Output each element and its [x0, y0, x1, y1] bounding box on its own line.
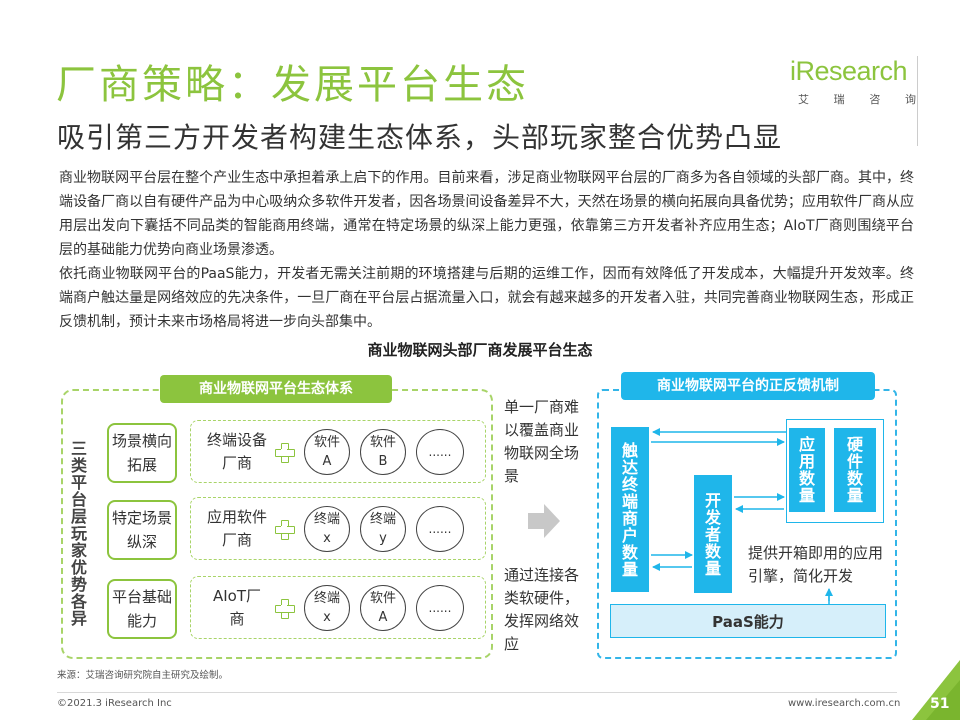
- vendor-row: [190, 420, 486, 483]
- app-hardware-group: [786, 419, 884, 523]
- logo-wordmark: iResearch: [790, 56, 908, 86]
- vendor-label: AIoT厂商: [212, 587, 262, 628]
- page-subtitle: 吸引第三方开发者构建生态体系，头部玩家整合优势凸显: [57, 121, 783, 154]
- logo-char: 瑞: [833, 93, 845, 106]
- hardware-count-bar: 硬件数量: [834, 428, 876, 512]
- developer-count-bar: 开发者数量: [694, 475, 732, 593]
- vendor-label: 应用软件厂商: [206, 508, 267, 549]
- component-circle-more: ......: [416, 429, 464, 475]
- merchant-reach-bar: 触达终端商户数量: [611, 427, 649, 592]
- category-box: 场景横向拓展: [107, 423, 177, 483]
- component-circle: 终端 y: [360, 506, 406, 552]
- vendor-row: [190, 497, 486, 560]
- engine-note: 提供开箱即用的应用引擎，简化开发: [748, 544, 884, 585]
- component-circle-more: ......: [416, 506, 464, 552]
- paas-capability-box: PaaS能力: [610, 604, 886, 638]
- component-circle: 软件 A: [360, 585, 406, 631]
- feedback-panel-badge: 商业物联网平台的正反馈机制: [621, 372, 875, 400]
- single-vendor-note: 单一厂商难以覆盖商业物联网全场景: [504, 398, 580, 485]
- component-circle: 终端 x: [304, 506, 350, 552]
- category-box: 平台基础能力: [107, 579, 177, 639]
- page-title: 厂商策略：发展平台生态: [56, 62, 529, 108]
- logo-chinese: 艾 瑞 咨 询: [798, 91, 916, 107]
- component-circle-more: ......: [416, 585, 464, 631]
- arrow-right-icon: [528, 504, 560, 538]
- feedback-arrows: [651, 428, 833, 604]
- logo-char: 询: [904, 93, 916, 106]
- component-circle: 软件 A: [304, 429, 350, 475]
- app-count-label: 应用数量: [798, 435, 815, 505]
- logo-char: 咨: [869, 93, 881, 106]
- component-circle: 终端 x: [304, 585, 350, 631]
- developer-count-label: 开发者数量: [704, 490, 721, 578]
- body-paragraph-1: 商业物联网平台层在整个产业生态中承担着承上启下的作用。目前来看，涉足商业物联网平…: [59, 170, 914, 258]
- network-effect-note: 通过连接各类软硬件，发挥网络效应: [504, 566, 580, 653]
- copyright: ©2021.3 iResearch Inc: [57, 698, 172, 709]
- website-url: www.iresearch.com.cn: [788, 698, 901, 709]
- logo-char: 艾: [798, 93, 809, 106]
- body-paragraph-2: 依托商业物联网平台的PaaS能力，开发者无需关注前期的环境搭建与后期的运维工作，…: [59, 266, 914, 330]
- footer-divider: [57, 692, 897, 693]
- player-types-label: 三类平台层玩家优势各异: [70, 439, 87, 628]
- corner-decoration: [912, 660, 960, 720]
- vendor-row: [190, 576, 486, 639]
- logo-divider: [917, 56, 918, 146]
- category-box: 特定场景纵深: [107, 500, 177, 560]
- merchant-reach-label: 触达终端商户数量: [621, 440, 638, 579]
- page-number: 51: [930, 696, 950, 712]
- hardware-count-label: 硬件数量: [846, 435, 863, 505]
- component-circle: 软件 B: [360, 429, 406, 475]
- diagram-title: 商业物联网头部厂商发展平台生态: [367, 341, 593, 359]
- source-note: 来源：艾瑞咨询研究院自主研究及绘制。: [57, 670, 229, 681]
- app-count-bar: 应用数量: [789, 428, 825, 512]
- vendor-label: 终端设备厂商: [206, 431, 267, 472]
- ecosystem-panel-badge: 商业物联网平台生态体系: [160, 375, 392, 403]
- iresearch-logo: iResearch 艾 瑞 咨 询: [790, 56, 920, 107]
